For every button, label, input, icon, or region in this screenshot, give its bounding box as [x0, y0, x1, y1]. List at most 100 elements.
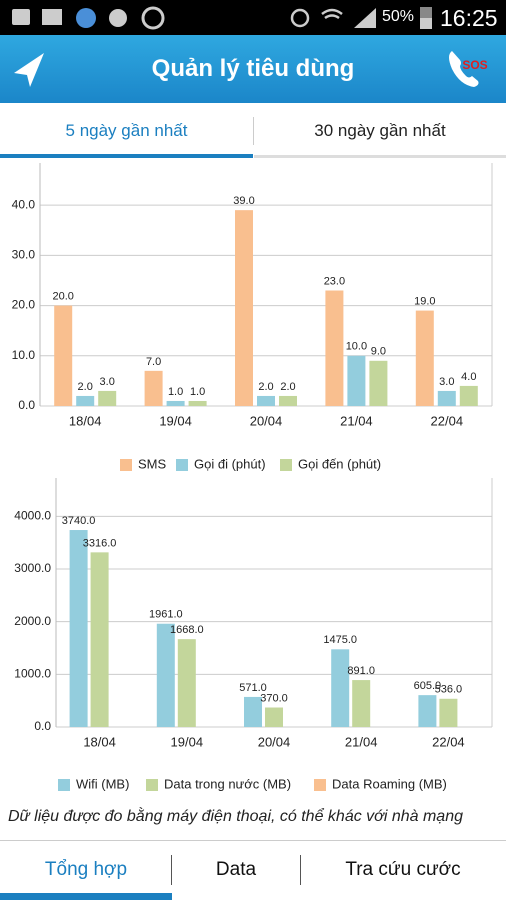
nav-item[interactable]: Data [215, 859, 257, 880]
value-label: 605.0 [414, 680, 442, 692]
value-label: 536.0 [435, 684, 463, 696]
value-label: 19.0 [414, 295, 435, 307]
status-bar: 50% 16:25 [0, 0, 506, 35]
bar [279, 395, 297, 406]
x-tick-label: 20/04 [258, 734, 291, 749]
legend-swatch [58, 779, 70, 791]
value-label: 1668.0 [170, 624, 204, 636]
legend-swatch [120, 459, 132, 471]
icon [290, 8, 310, 28]
value-label: 39.0 [233, 195, 254, 207]
bar [352, 680, 371, 727]
legend-label: Gọi đi (phút) [194, 456, 266, 471]
value-label: 1.0 [168, 386, 183, 398]
divider [253, 117, 254, 145]
sos-icon[interactable] [449, 51, 479, 87]
y-tick-label: 1000.0 [14, 667, 51, 681]
legend-label: Data Roaming (MB) [332, 776, 447, 791]
value-label: 4.0 [461, 371, 476, 383]
value-label: 20.0 [52, 290, 73, 302]
icon [76, 8, 96, 28]
tab[interactable]: 30 ngày gần nhất [254, 103, 506, 158]
icon [141, 6, 165, 30]
value-label: 1961.0 [149, 609, 183, 621]
bar [156, 623, 175, 727]
icon [109, 9, 127, 27]
legend-swatch [146, 779, 158, 791]
menu-icon[interactable] [14, 53, 44, 87]
value-label: 3.0 [439, 376, 454, 388]
bar [76, 395, 95, 406]
bar [244, 696, 262, 727]
x-tick-label: 19/04 [171, 734, 204, 749]
bar [369, 360, 388, 406]
icon [42, 9, 62, 25]
value-label: 2.0 [280, 381, 295, 393]
bar [347, 355, 366, 406]
bar [54, 305, 73, 406]
value-label: 370.0 [260, 692, 288, 704]
x-tick-label: 18/04 [69, 413, 102, 428]
y-tick-label: 30.0 [12, 248, 36, 262]
app-bar-icons: SOS [14, 51, 488, 87]
legend-label: Data trong nước (MB) [164, 776, 291, 791]
x-tick-label: 22/04 [432, 734, 465, 749]
value-label: 3.0 [100, 376, 115, 388]
divider [300, 855, 301, 885]
bar [235, 210, 253, 406]
divider [171, 855, 172, 885]
bar [265, 707, 283, 727]
x-tick-label: 21/04 [340, 413, 373, 428]
value-label: 23.0 [324, 275, 345, 287]
bar [418, 695, 437, 727]
legend-label: Gọi đến (phút) [298, 456, 381, 471]
value-label: 10.0 [346, 341, 367, 353]
y-tick-label: 3000.0 [14, 561, 51, 575]
icon [12, 9, 30, 25]
legend-swatch [176, 459, 188, 471]
x-tick-label: 22/04 [431, 413, 464, 428]
legend-label: SMS [138, 456, 167, 471]
bar [90, 552, 109, 727]
bar [177, 639, 196, 727]
value-label: 1475.0 [323, 634, 357, 646]
charts: 0.0 10.0 20.0 30.0 40.0 18/04 20.0 2.0 3.0 19/04 7… [12, 163, 493, 791]
bar [325, 290, 344, 406]
app-bar: SOS Quản lý tiêu dùng [0, 35, 506, 103]
bar [257, 395, 275, 406]
legend-swatch [280, 459, 292, 471]
legend-swatch [314, 779, 326, 791]
bar [331, 649, 350, 727]
title: Quản lý tiêu dùng [151, 55, 355, 82]
bar [144, 370, 163, 406]
bar [439, 698, 458, 727]
nav-item[interactable]: Tra cứu cước [345, 859, 461, 880]
bar [98, 390, 117, 406]
value-label: 2.0 [258, 381, 273, 393]
battery: 50% [382, 8, 415, 25]
value-label: 571.0 [239, 682, 267, 694]
value-label: 3740.0 [62, 515, 96, 527]
icon [420, 18, 432, 29]
value-label: 7.0 [146, 356, 161, 368]
tab[interactable]: 5 ngày gần nhất [0, 103, 253, 158]
x-tick-label: 20/04 [250, 413, 283, 428]
bar [166, 400, 185, 406]
y-tick-label: 20.0 [12, 298, 36, 312]
x-tick-label: 19/04 [159, 413, 192, 428]
note: Dữ liệu được đo bằng máy điện thoại, có … [8, 808, 463, 825]
x-tick-label: 21/04 [345, 734, 378, 749]
y-tick-label: 2000.0 [14, 614, 51, 628]
bar [437, 390, 456, 406]
bar [415, 310, 434, 406]
bar [69, 530, 88, 727]
nav-item[interactable]: Tổng hợp [44, 859, 128, 880]
y-tick-label: 0.0 [18, 398, 35, 412]
clock: 16:25 [440, 5, 498, 31]
divider [0, 840, 506, 841]
y-tick-label: 40.0 [12, 197, 36, 211]
value-label: 2.0 [78, 381, 93, 393]
value-label: 891.0 [347, 665, 375, 677]
icon [354, 8, 376, 28]
